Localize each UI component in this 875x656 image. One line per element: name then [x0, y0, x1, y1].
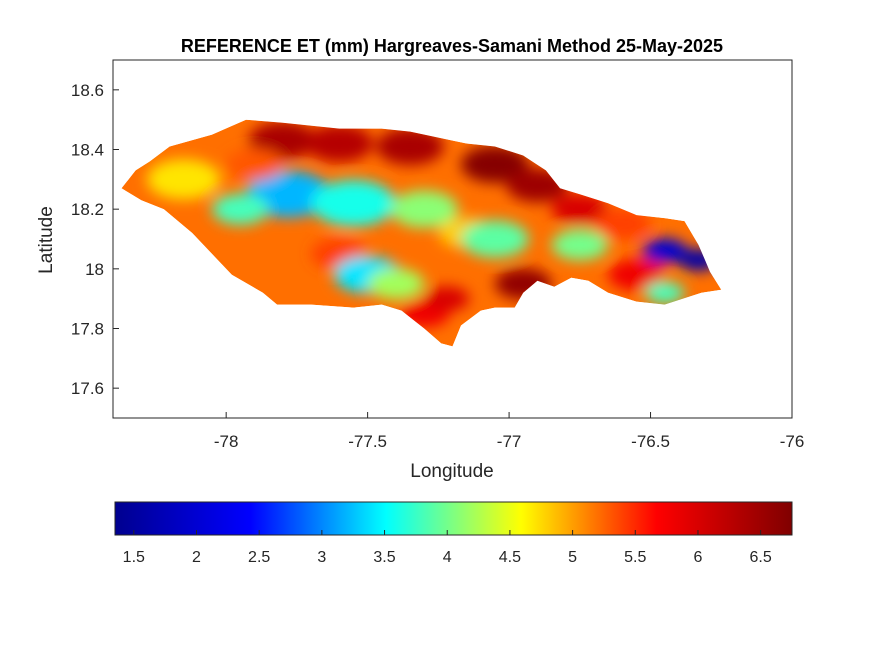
colorbar-tick-label: 2 — [192, 549, 201, 566]
et-field-blob — [608, 259, 665, 291]
y-tick-label: 17.8 — [71, 320, 104, 339]
x-tick-label: -77.5 — [348, 432, 387, 451]
y-tick-label: 18.6 — [71, 81, 104, 100]
y-tick-label: 18.4 — [71, 141, 104, 160]
x-tick-label: -77 — [497, 432, 522, 451]
colorbar-tick-label: 5 — [568, 549, 577, 566]
et-field-blob — [551, 193, 609, 225]
x-tick-label: -76.5 — [631, 432, 670, 451]
x-axis-ticks: -78 -77.5 -77 -76.5 -76 — [214, 412, 804, 451]
colorbar-tick-label: 6 — [694, 549, 703, 566]
et-field-blob — [642, 238, 688, 264]
et-field-blob — [594, 208, 651, 240]
et-field-blob — [305, 124, 374, 163]
y-tick-label: 17.6 — [71, 379, 104, 398]
et-field-blob — [248, 121, 317, 160]
chart-title: REFERENCE ET (mm) Hargreaves-Samani Meth… — [181, 36, 723, 56]
et-field-blob — [212, 193, 269, 225]
et-surface — [121, 119, 722, 347]
et-field-blob — [311, 179, 396, 227]
y-tick-label: 18 — [85, 260, 104, 279]
et-field-blob — [390, 190, 459, 228]
x-tick-label: -76 — [780, 432, 805, 451]
y-tick-label: 18.2 — [71, 200, 104, 219]
et-field-blob — [376, 127, 444, 166]
colorbar-tick-label: 3.5 — [373, 549, 395, 566]
et-field-layer — [146, 121, 719, 328]
et-field-blob — [461, 145, 529, 184]
x-axis-label: Longitude — [410, 461, 493, 482]
et-field-blob — [367, 268, 425, 300]
et-field-blob — [226, 148, 283, 180]
x-tick-label: -78 — [214, 432, 239, 451]
et-field-blob — [551, 229, 609, 261]
colorbar — [114, 501, 793, 536]
et-field-blob — [461, 220, 529, 258]
et-field-blob — [644, 281, 685, 304]
et-field-blob — [146, 159, 221, 200]
y-axis-ticks: 17.6 17.8 18 18.2 18.4 18.6 — [71, 81, 119, 398]
colorbar-tick-label: 6.5 — [750, 549, 772, 566]
colorbar-tick-label: 4.5 — [499, 549, 521, 566]
colorbar-tick-label: 2.5 — [248, 549, 270, 566]
colorbar-ticks: 1.5 2 2.5 3 3.5 4 4.5 5 5.5 6 6.5 — [123, 530, 772, 566]
y-axis-label: Latitude — [36, 206, 57, 274]
colorbar-tick-label: 5.5 — [624, 549, 646, 566]
colorbar-tick-label: 1.5 — [123, 549, 145, 566]
colorbar-tick-label: 3 — [317, 549, 326, 566]
colorbar-tick-label: 4 — [443, 549, 452, 566]
et-field-blob — [424, 286, 470, 312]
